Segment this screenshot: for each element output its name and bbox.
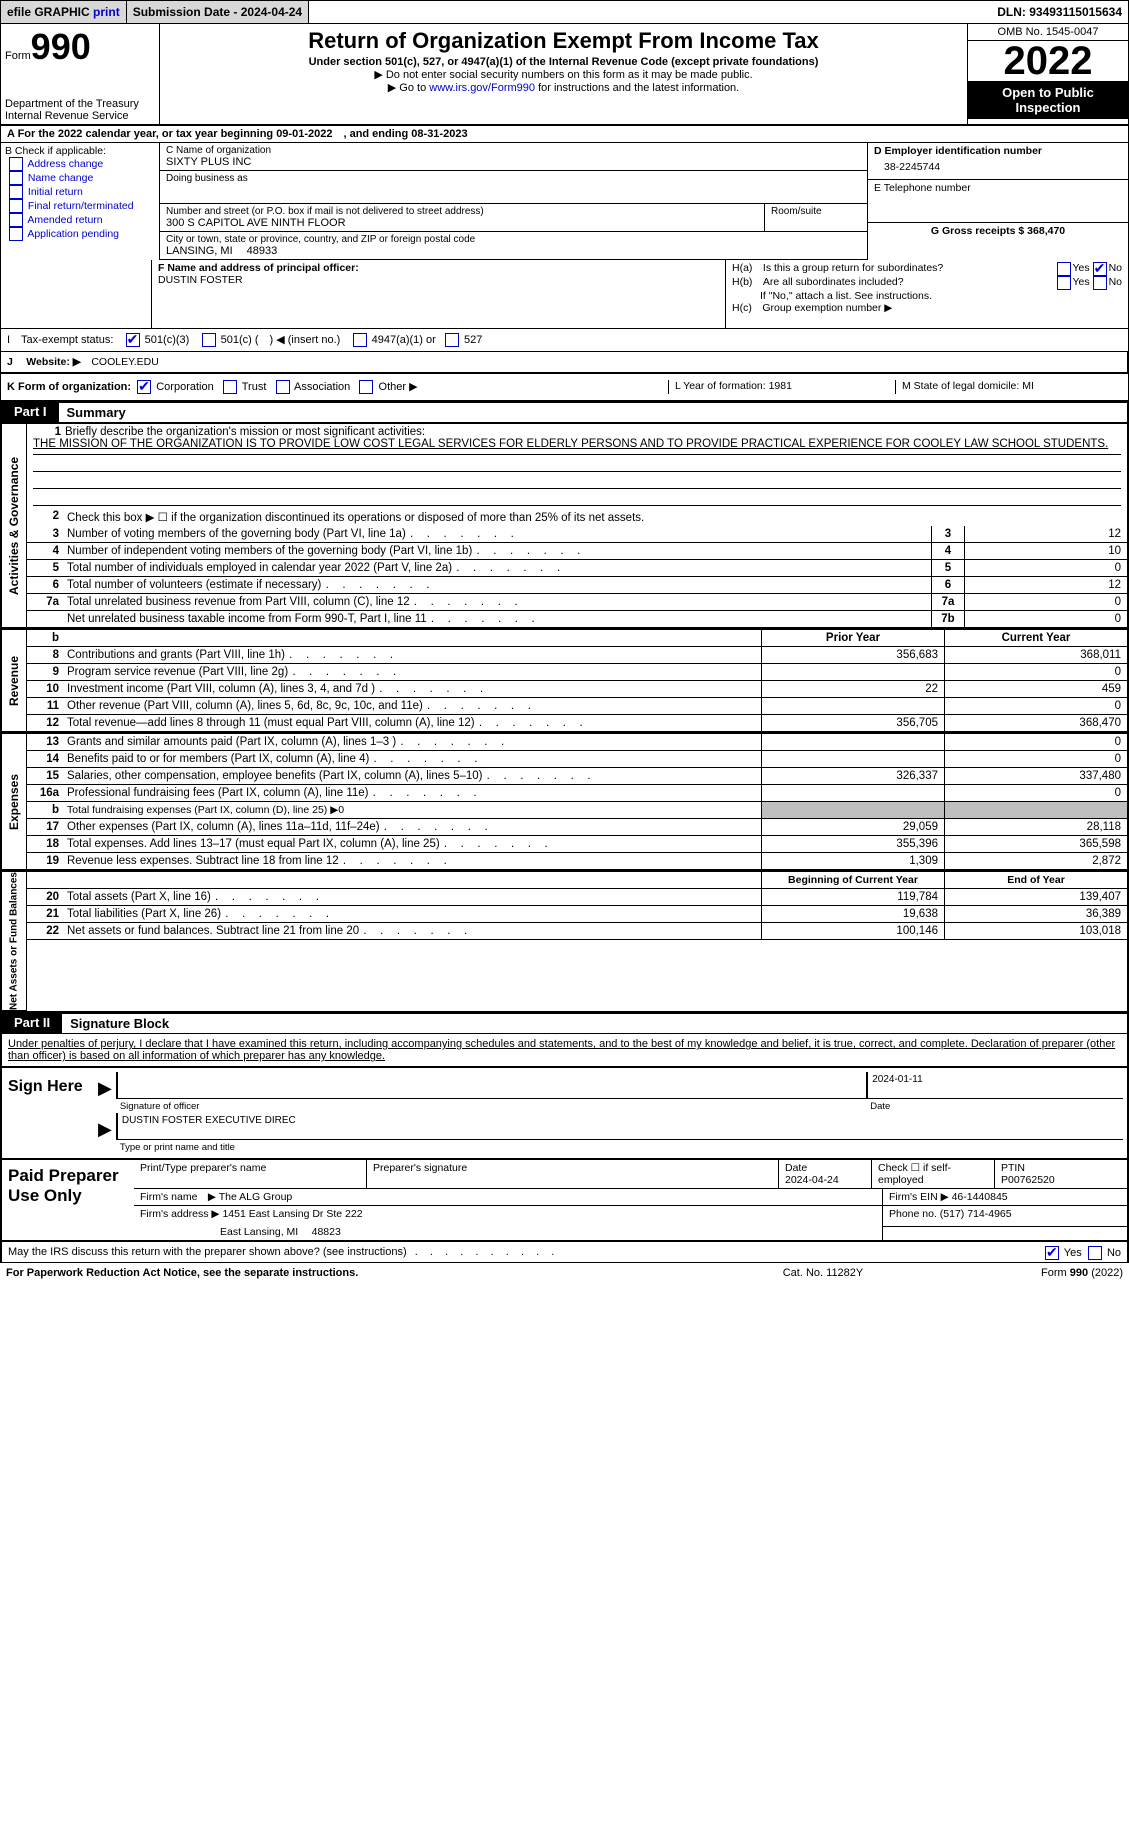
summary-row: 4Number of independent voting members of… (27, 543, 1127, 560)
summary-row: 6Total number of volunteers (estimate if… (27, 577, 1127, 594)
signature-declaration: Under penalties of perjury, I declare th… (0, 1034, 1129, 1066)
ptin: P00762520 (1001, 1174, 1055, 1186)
summary-row: 19Revenue less expenses. Subtract line 1… (27, 853, 1127, 870)
tax-year: 2022 (968, 41, 1128, 81)
summary-row: 5Total number of individuals employed in… (27, 560, 1127, 577)
firm-ein: 46-1440845 (952, 1191, 1008, 1203)
section-c: C Name of organization SIXTY PLUS INC Do… (160, 143, 867, 260)
submission-date: Submission Date - 2024-04-24 (127, 1, 309, 23)
summary-row: 18Total expenses. Add lines 13–17 (must … (27, 836, 1127, 853)
row-k: K Form of organization: Corporation Trus… (0, 374, 1129, 402)
activities-governance: Activities & Governance 1Briefly describ… (0, 423, 1129, 628)
section-b: B Check if applicable: Address change Na… (1, 143, 160, 260)
check-application-pending[interactable]: Application pending (9, 227, 155, 241)
summary-row: 11Other revenue (Part VIII, column (A), … (27, 698, 1127, 715)
section-d-e-g: D Employer identification number 38-2245… (867, 143, 1128, 260)
efile-label: efile GRAPHIC print (1, 1, 127, 23)
form-title: Return of Organization Exempt From Incom… (166, 28, 961, 54)
summary-row: Net unrelated business taxable income fr… (27, 611, 1127, 628)
summary-row: 15Salaries, other compensation, employee… (27, 768, 1127, 785)
section-h: H(a) Is this a group return for subordin… (726, 260, 1128, 328)
sign-here: Sign Here ▶ Signature of officer 2024-01… (0, 1066, 1129, 1160)
row-j-website: J Website: ▶ COOLEY.EDU (1, 352, 1128, 372)
section-f: F Name and address of principal officer:… (152, 260, 726, 328)
form-header: Form990 Department of the Treasury Inter… (0, 24, 1129, 126)
summary-row: 16aProfessional fundraising fees (Part I… (27, 785, 1127, 802)
org-name: SIXTY PLUS INC (166, 156, 861, 168)
city-state-zip: LANSING, MI 48933 (166, 245, 861, 257)
check-initial-return[interactable]: Initial return (9, 185, 155, 199)
row-i-tax-exempt: I Tax-exempt status: 501(c)(3) 501(c) ( … (0, 329, 1129, 352)
gross-receipts: G Gross receipts $ 368,470 (868, 223, 1128, 239)
dln: DLN: 93493115015634 (991, 1, 1128, 23)
check-final-return[interactable]: Final return/terminated (9, 199, 155, 213)
summary-row: 7aTotal unrelated business revenue from … (27, 594, 1127, 611)
mission-text: THE MISSION OF THE ORGANIZATION IS TO PR… (33, 438, 1121, 455)
summary-row: 21Total liabilities (Part X, line 26)19,… (27, 906, 1127, 923)
summary-row: 10Investment income (Part VIII, column (… (27, 681, 1127, 698)
check-amended-return[interactable]: Amended return (9, 213, 155, 227)
summary-row: 13Grants and similar amounts paid (Part … (27, 734, 1127, 751)
officer-typed-name: DUSTIN FOSTER EXECUTIVE DIREC (122, 1115, 296, 1126)
summary-row: 8Contributions and grants (Part VIII, li… (27, 647, 1127, 664)
street-address: 300 S CAPITOL AVE NINTH FLOOR (166, 217, 758, 229)
summary-row: 3Number of voting members of the governi… (27, 526, 1127, 543)
firm-phone: (517) 714-4965 (940, 1208, 1012, 1220)
summary-row: 12Total revenue—add lines 8 through 11 (… (27, 715, 1127, 732)
check-name-change[interactable]: Name change (9, 171, 155, 185)
summary-row: 17Other expenses (Part IX, column (A), l… (27, 819, 1127, 836)
part-2-header: Part II Signature Block (0, 1013, 1129, 1034)
line-a: A For the 2022 calendar year, or tax yea… (0, 126, 1129, 143)
irs-discuss-question: May the IRS discuss this return with the… (0, 1242, 1129, 1263)
page-footer: For Paperwork Reduction Act Notice, see … (0, 1263, 1129, 1279)
open-to-public: Open to Public Inspection (968, 81, 1128, 119)
summary-row: 20Total assets (Part X, line 16)119,7841… (27, 889, 1127, 906)
summary-row: bTotal fundraising expenses (Part IX, co… (27, 802, 1127, 819)
firm-name: The ALG Group (219, 1191, 293, 1203)
paid-preparer: Paid Preparer Use Only Print/Type prepar… (0, 1160, 1129, 1242)
summary-row: 22Net assets or fund balances. Subtract … (27, 923, 1127, 940)
part-1-header: Part I Summary (0, 402, 1129, 423)
ein: 38-2245744 (874, 157, 1122, 177)
topbar: efile GRAPHIC print Submission Date - 20… (0, 0, 1129, 24)
principal-officer: DUSTIN FOSTER (158, 274, 719, 286)
form990-link[interactable]: www.irs.gov/Form990 (429, 82, 535, 94)
summary-row: 9Program service revenue (Part VIII, lin… (27, 664, 1127, 681)
summary-row: 14Benefits paid to or for members (Part … (27, 751, 1127, 768)
check-address-change[interactable]: Address change (9, 157, 155, 171)
